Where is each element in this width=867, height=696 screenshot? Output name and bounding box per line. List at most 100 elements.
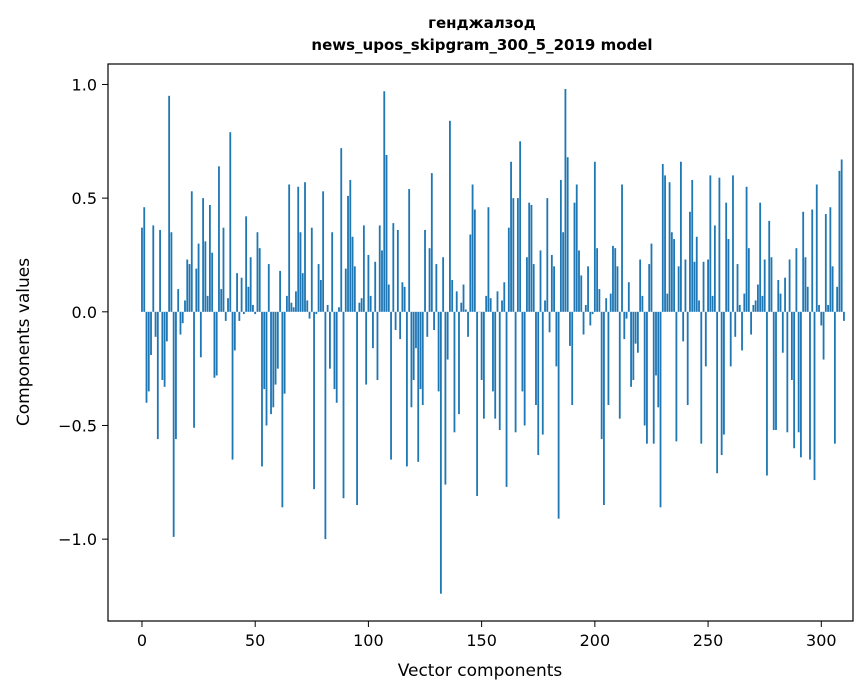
bar xyxy=(415,311,417,349)
bar xyxy=(356,311,358,506)
bar xyxy=(766,311,768,476)
bar xyxy=(600,311,603,440)
bar xyxy=(233,311,236,351)
bar xyxy=(827,304,829,312)
bar xyxy=(587,266,589,312)
bar xyxy=(614,248,617,312)
bar xyxy=(473,209,476,312)
bar xyxy=(419,311,422,390)
bar xyxy=(403,286,406,312)
bar xyxy=(213,311,216,378)
x-tick-label: 250 xyxy=(693,631,724,650)
bar xyxy=(367,254,370,312)
bar xyxy=(559,179,562,312)
bar xyxy=(467,311,469,337)
bar xyxy=(836,286,839,312)
bar xyxy=(224,311,227,321)
bar xyxy=(315,311,318,315)
bar xyxy=(784,277,786,312)
bar xyxy=(165,311,168,342)
bar xyxy=(521,311,524,392)
bar xyxy=(716,311,719,474)
bar xyxy=(732,175,734,312)
bar xyxy=(147,311,150,392)
bar xyxy=(227,298,229,312)
bar xyxy=(295,291,297,312)
bar xyxy=(598,289,601,312)
y-tick-label: −1.0 xyxy=(58,530,97,549)
bar xyxy=(720,311,723,456)
bar xyxy=(406,311,408,467)
bar xyxy=(143,207,146,312)
bar xyxy=(578,250,580,312)
bar xyxy=(596,248,599,312)
bar xyxy=(290,302,293,312)
x-tick-label: 50 xyxy=(245,631,265,650)
bar xyxy=(254,311,257,315)
bar xyxy=(657,311,660,408)
bar xyxy=(736,264,739,312)
bar xyxy=(220,289,223,312)
x-tick-label: 300 xyxy=(806,631,837,650)
bar xyxy=(566,157,569,312)
bar xyxy=(607,311,610,406)
bar xyxy=(648,264,651,312)
bar xyxy=(313,311,315,490)
bar xyxy=(519,141,522,312)
bar xyxy=(455,291,458,312)
bar xyxy=(818,304,820,312)
bar xyxy=(308,311,311,319)
bar xyxy=(562,232,565,312)
bar xyxy=(557,311,560,519)
bar xyxy=(700,311,703,444)
bar xyxy=(555,311,558,367)
bar xyxy=(580,275,583,312)
bar xyxy=(571,311,574,406)
bar xyxy=(188,264,191,312)
bar xyxy=(829,207,832,312)
bar xyxy=(360,298,363,312)
bar xyxy=(439,311,442,594)
bar xyxy=(535,311,537,406)
bar xyxy=(451,279,454,312)
bar xyxy=(168,95,171,312)
bar xyxy=(252,304,254,312)
bar xyxy=(840,159,843,312)
bar xyxy=(229,132,232,312)
bar xyxy=(833,311,836,444)
bar xyxy=(347,195,349,312)
chart-subtitle: news_upos_skipgram_300_5_2019 model xyxy=(311,36,652,54)
bar xyxy=(664,175,666,312)
bar xyxy=(390,311,392,460)
bar xyxy=(256,232,259,312)
bar xyxy=(790,311,793,381)
bar xyxy=(496,291,499,312)
bar xyxy=(145,311,148,403)
bar xyxy=(623,311,626,340)
bar xyxy=(181,311,184,324)
bar xyxy=(512,198,515,312)
bar xyxy=(539,250,542,312)
bar xyxy=(492,311,494,392)
bar xyxy=(593,161,596,312)
bar xyxy=(141,227,143,312)
bar xyxy=(349,179,352,312)
bar xyxy=(723,311,725,435)
bar xyxy=(618,311,621,419)
bar xyxy=(795,248,798,312)
bar xyxy=(195,268,198,312)
bar xyxy=(510,161,512,312)
bar xyxy=(288,184,291,312)
bar xyxy=(698,300,700,312)
bar xyxy=(689,211,691,312)
bar xyxy=(761,295,764,312)
bar xyxy=(202,198,205,312)
bar xyxy=(747,248,750,312)
bar xyxy=(630,311,632,387)
bar xyxy=(702,261,705,312)
bar xyxy=(661,164,664,312)
bar xyxy=(743,293,746,312)
bar xyxy=(428,248,431,312)
bar xyxy=(444,311,447,485)
bar xyxy=(809,311,811,460)
